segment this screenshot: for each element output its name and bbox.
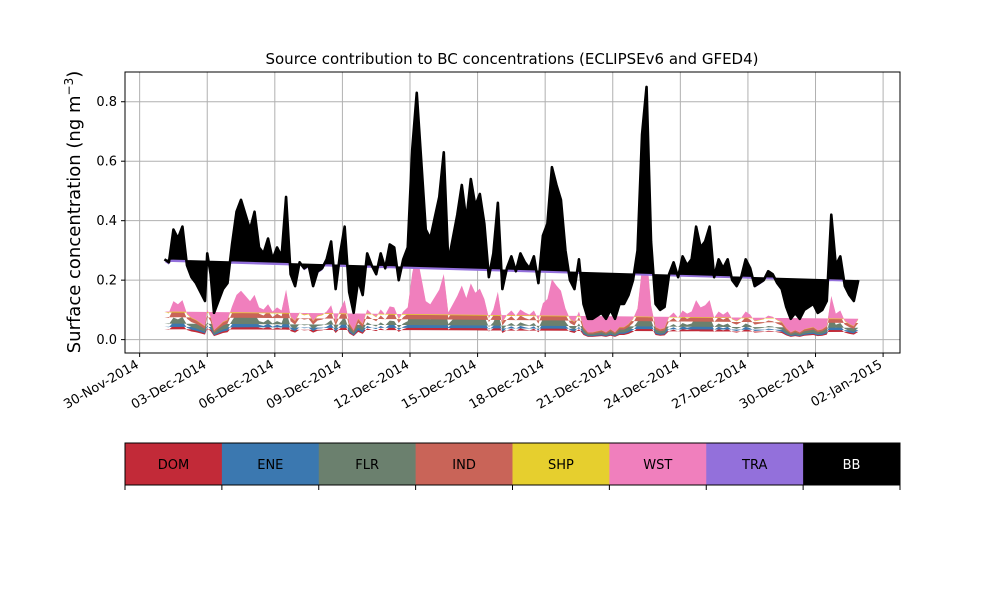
y-tick-label: 0.6 <box>96 155 117 170</box>
y-axis-label: Surface concentration (ng m−3) <box>62 71 85 354</box>
x-tick-label: 30-Dec-2014 <box>737 357 817 412</box>
legend-label-wst: WST <box>643 458 672 473</box>
x-tick-label: 30-Nov-2014 <box>61 357 141 412</box>
x-tick-label: 15-Dec-2014 <box>399 357 479 412</box>
legend-colorbar: DOM ENE FLR IND SHP WST TRA BB <box>124 442 901 490</box>
total-line <box>163 85 860 321</box>
legend-swatch-tra <box>706 443 804 485</box>
plot-frame <box>124 71 901 354</box>
y-axis-label-text: Surface concentration (ng m <box>64 95 85 353</box>
legend-label-ind: IND <box>452 458 476 473</box>
x-tick-label: 18-Dec-2014 <box>467 357 547 412</box>
x-axis-ticks: 30-Nov-201403-Dec-201406-Dec-201409-Dec-… <box>61 353 885 413</box>
x-tick-label: 21-Dec-2014 <box>534 357 614 412</box>
y-axis-label-exponent: −3 <box>62 78 76 96</box>
x-tick-label: 06-Dec-2014 <box>196 357 276 412</box>
x-tick-label: 12-Dec-2014 <box>332 357 412 412</box>
legend-swatch-bb <box>803 443 901 485</box>
legend-label-bb: BB <box>843 458 861 473</box>
area-bb <box>164 86 859 319</box>
legend-label-tra: TRA <box>741 458 767 473</box>
legend-label-dom: DOM <box>158 458 189 473</box>
x-tick-label: 09-Dec-2014 <box>264 357 344 412</box>
legend-swatch-flr <box>318 443 417 485</box>
y-axis-ticks: 0.0 0.2 0.4 0.6 0.8 <box>96 95 125 348</box>
x-tick-label: 24-Dec-2014 <box>602 357 682 412</box>
y-tick-label: 0.0 <box>96 333 117 348</box>
legend-swatch-ind <box>415 443 513 485</box>
y-axis-label-close: ) <box>64 71 85 78</box>
y-tick-label: 0.8 <box>96 95 117 110</box>
legend-swatch-dom <box>125 443 223 485</box>
stacked-areas <box>164 86 859 337</box>
x-tick-label: 27-Dec-2014 <box>670 357 750 412</box>
y-tick-label: 0.2 <box>96 274 117 289</box>
x-tick-label: 03-Dec-2014 <box>129 357 209 412</box>
legend-label-shp: SHP <box>548 458 574 473</box>
legend-label-ene: ENE <box>257 458 283 473</box>
legend-label-flr: FLR <box>355 458 379 473</box>
legend-swatch-shp <box>512 443 610 485</box>
area-flr <box>164 289 859 336</box>
y-tick-label: 0.4 <box>96 214 117 229</box>
chart-title: Source contribution to BC concentrations… <box>265 50 758 68</box>
area-ene <box>164 299 859 337</box>
area-wst <box>164 251 859 333</box>
legend-swatch-ene <box>221 443 320 485</box>
legend-swatch-wst <box>609 443 707 485</box>
x-tick-label: 02-Jan-2015 <box>809 357 886 410</box>
